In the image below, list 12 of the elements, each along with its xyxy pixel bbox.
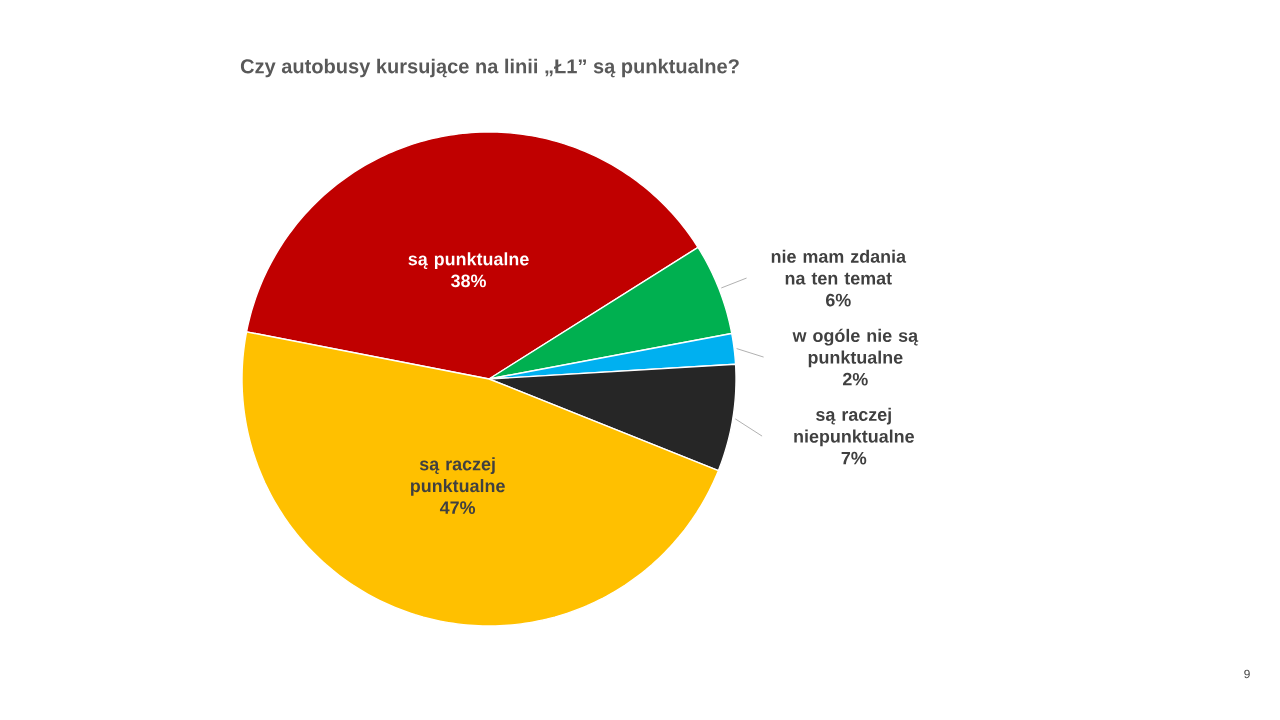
slice-label: są punktualne (408, 252, 529, 269)
data-label: 7% (841, 451, 867, 465)
data-label: 6% (826, 293, 851, 307)
chart-title: Czy autobusy kursujące na linii „Ł1” są punktualne? (240, 58, 739, 78)
slice-label: są raczej punktualne (410, 457, 505, 496)
slice-label: w ogóle nie są punktualne (792, 328, 919, 368)
slice-label: nie mam zdania na ten temat (771, 249, 907, 285)
data-label: 38% (451, 274, 486, 288)
data-label: 47% (439, 501, 476, 514)
data-label: 2% (842, 372, 868, 386)
slice-label: są raczej niepunktualne (794, 407, 914, 447)
text: 9 (1244, 669, 1250, 679)
